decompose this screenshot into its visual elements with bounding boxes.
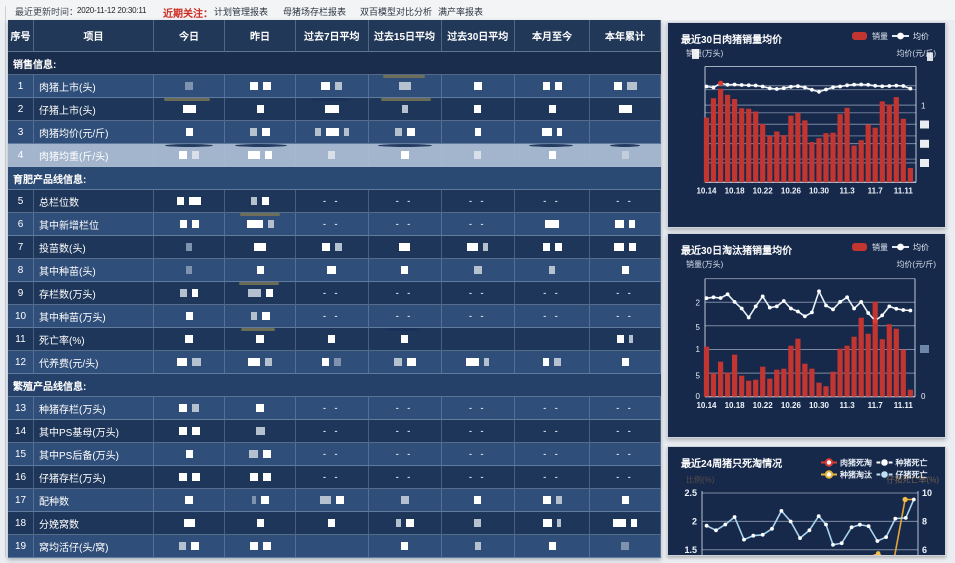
svg-text:11.11: 11.11	[894, 187, 914, 196]
svg-text:2.5: 2.5	[684, 488, 697, 498]
svg-text:10.26: 10.26	[781, 187, 802, 196]
svg-text:11.11: 11.11	[894, 401, 914, 410]
svg-text:10.14: 10.14	[696, 187, 717, 196]
svg-text:1: 1	[921, 101, 926, 110]
svg-text:10.30: 10.30	[809, 187, 830, 196]
svg-text:1.5: 1.5	[684, 545, 697, 555]
svg-text:10.18: 10.18	[725, 187, 746, 196]
svg-text:最近30日肉猪销量均价: 最近30日肉猪销量均价	[681, 33, 783, 46]
svg-text:种猪淘汰: 种猪淘汰	[839, 470, 873, 480]
svg-text:肉猪死淘: 肉猪死淘	[840, 458, 872, 468]
svg-text:销量(万头): 销量(万头)	[686, 259, 724, 269]
svg-text:均价(元/斤): 均价(元/斤)	[896, 259, 936, 269]
svg-text:均价(元/斤): 均价(元/斤)	[896, 48, 936, 58]
svg-text:0: 0	[921, 392, 926, 401]
svg-text:销量: 销量	[872, 242, 888, 252]
svg-text:种猪死亡: 种猪死亡	[895, 458, 928, 468]
svg-text:10.14: 10.14	[696, 401, 717, 410]
svg-text:最近30日淘汰猪销量均价: 最近30日淘汰猪销量均价	[681, 244, 793, 257]
svg-text:仔猪死亡: 仔猪死亡	[896, 470, 928, 480]
svg-text:最近24周猪只死淘情况: 最近24周猪只死淘情况	[681, 457, 782, 470]
svg-text:销量: 销量	[872, 31, 888, 41]
svg-text:10.26: 10.26	[781, 401, 802, 410]
svg-text:11.3: 11.3	[840, 401, 856, 410]
svg-text:销量(万头): 销量(万头)	[686, 48, 724, 58]
svg-text:0: 0	[696, 392, 701, 401]
svg-text:2: 2	[692, 516, 697, 526]
svg-text:比例(%): 比例(%)	[686, 475, 715, 485]
svg-text:11.7: 11.7	[868, 401, 884, 410]
svg-text:5: 5	[696, 372, 701, 381]
svg-text:8: 8	[922, 516, 927, 526]
svg-text:均价: 均价	[913, 242, 929, 252]
svg-text:2: 2	[696, 299, 701, 308]
svg-text:10.22: 10.22	[753, 187, 774, 196]
svg-text:11.7: 11.7	[868, 187, 884, 196]
svg-text:10.18: 10.18	[725, 401, 746, 410]
svg-text:10: 10	[922, 488, 932, 498]
svg-text:10.22: 10.22	[753, 401, 774, 410]
svg-text:1: 1	[696, 345, 701, 354]
svg-text:5: 5	[696, 323, 701, 332]
svg-text:10.30: 10.30	[809, 401, 830, 410]
svg-text:6: 6	[922, 545, 927, 555]
svg-text:仔猪死亡率(%): 仔猪死亡率(%)	[887, 475, 940, 485]
svg-text:11.3: 11.3	[840, 187, 856, 196]
svg-text:均价: 均价	[913, 31, 929, 41]
